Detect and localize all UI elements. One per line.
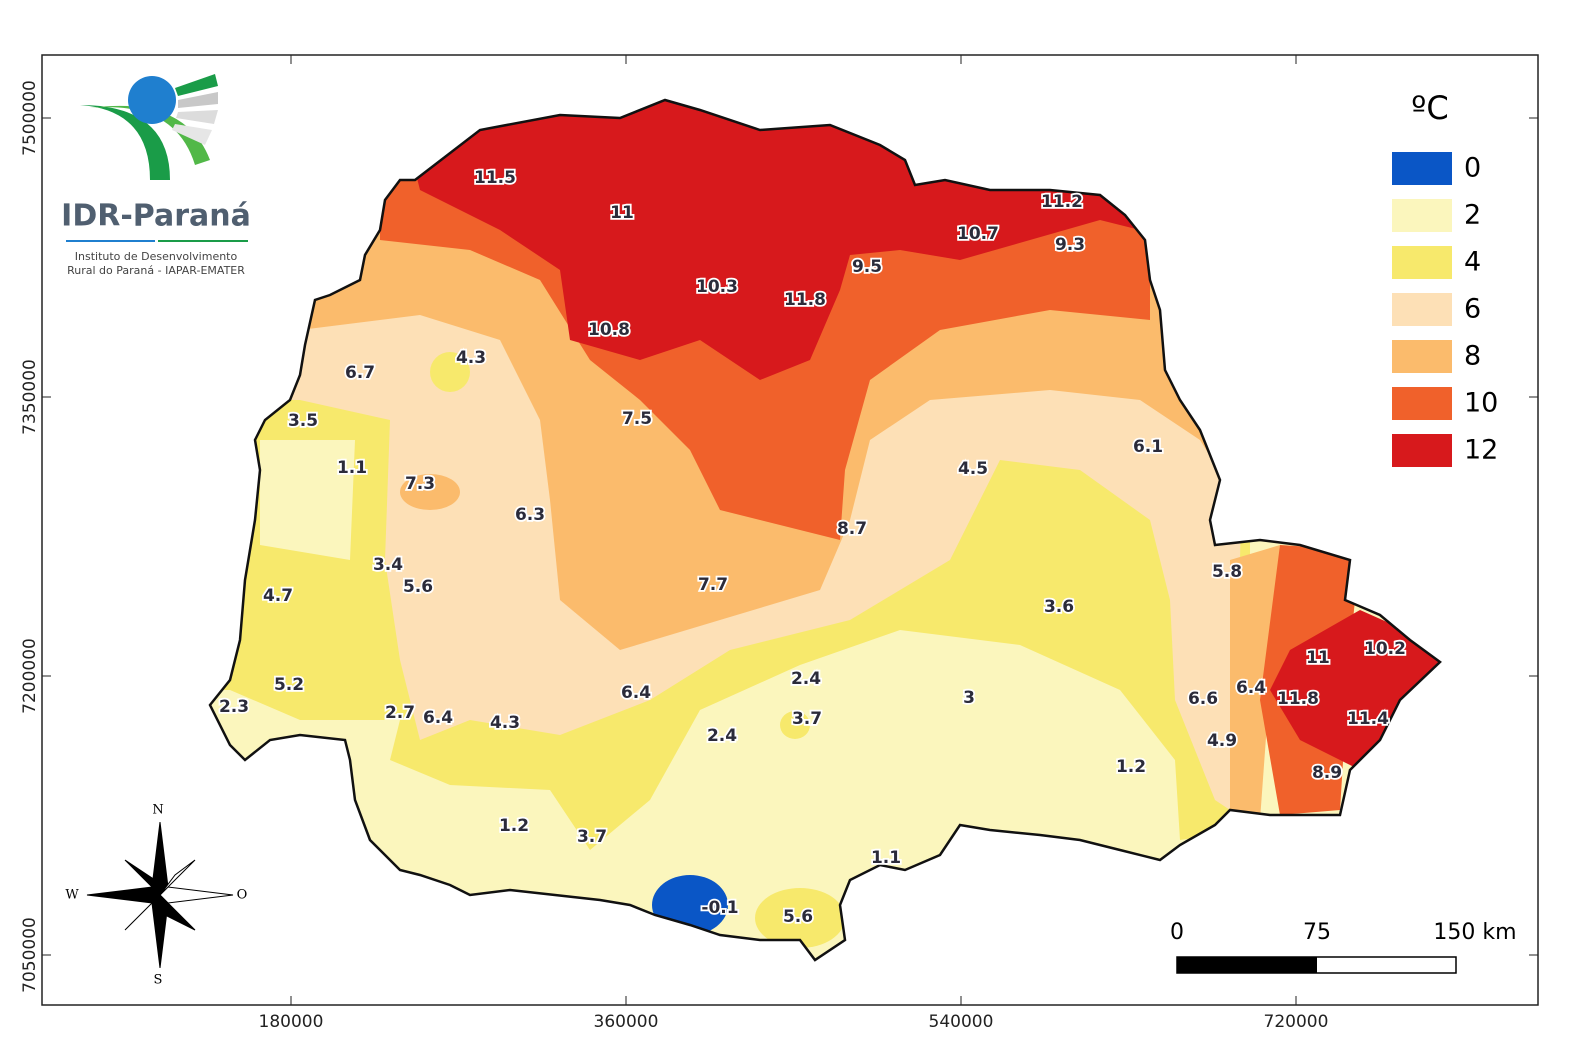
station-value: 6.4 bbox=[423, 708, 453, 728]
legend-swatch bbox=[1392, 387, 1452, 420]
station-value: 3.5 bbox=[288, 411, 318, 431]
legend-swatch bbox=[1392, 246, 1452, 279]
x-tick-label: 720000 bbox=[1264, 1012, 1329, 1032]
legend-label: 2 bbox=[1464, 200, 1481, 231]
station-value: 4.5 bbox=[958, 459, 988, 479]
zone bbox=[430, 352, 470, 392]
station-value: 8.7 bbox=[837, 519, 867, 539]
scale-label: 0 bbox=[1170, 920, 1184, 945]
station-value: 1.1 bbox=[871, 848, 901, 868]
station-value: 11 bbox=[1306, 648, 1330, 668]
logo: IDR-Paraná Instituto de Desenvolvimento … bbox=[61, 74, 251, 277]
station-value: 11.5 bbox=[474, 168, 516, 188]
y-tick-label: 7200000 bbox=[20, 638, 40, 714]
station-value: 6.1 bbox=[1133, 437, 1163, 457]
logo-subtitle: Instituto de Desenvolvimento bbox=[75, 250, 238, 263]
station-value: 1.2 bbox=[1116, 757, 1146, 777]
station-value: 6.4 bbox=[621, 683, 651, 703]
station-value: 6.4 bbox=[1236, 678, 1266, 698]
legend-swatch bbox=[1392, 152, 1452, 185]
y-tick-label: 7500000 bbox=[20, 80, 40, 156]
station-value: 3.7 bbox=[792, 709, 822, 729]
compass-w: W bbox=[65, 888, 79, 903]
scale-label: 150 km bbox=[1433, 920, 1516, 945]
station-value: 3.7 bbox=[577, 827, 607, 847]
station-value: -0.1 bbox=[701, 898, 738, 918]
compass-n: N bbox=[152, 803, 163, 818]
legend-swatch bbox=[1392, 340, 1452, 373]
station-value: 6.6 bbox=[1188, 689, 1218, 709]
station-value: 6.3 bbox=[515, 505, 545, 525]
legend-swatch bbox=[1392, 199, 1452, 232]
station-value: 11 bbox=[610, 203, 634, 223]
station-value: 11.8 bbox=[784, 290, 826, 310]
station-value: 7.5 bbox=[622, 409, 652, 429]
logo-subtitle: Rural do Paraná - IAPAR-EMATER bbox=[67, 264, 245, 277]
station-value: 10.2 bbox=[1364, 639, 1406, 659]
zone bbox=[400, 474, 460, 510]
station-value: 8.9 bbox=[1312, 763, 1342, 783]
x-tick-label: 180000 bbox=[259, 1012, 324, 1032]
legend-label: 0 bbox=[1464, 153, 1481, 184]
temperature-zones bbox=[210, 100, 1440, 960]
station-value: 9.3 bbox=[1055, 235, 1085, 255]
legend-label: 12 bbox=[1464, 435, 1498, 466]
station-value: 3 bbox=[963, 688, 975, 708]
legend-title: ºC bbox=[1411, 89, 1448, 127]
station-value: 3.4 bbox=[373, 555, 403, 575]
station-value: 10.8 bbox=[588, 320, 630, 340]
station-value: 2.4 bbox=[707, 726, 737, 746]
station-value: 4.9 bbox=[1207, 731, 1237, 751]
station-value: 5.8 bbox=[1212, 562, 1242, 582]
station-value: 11.4 bbox=[1347, 709, 1389, 729]
station-value: 7.3 bbox=[405, 474, 435, 494]
station-value: 11.2 bbox=[1041, 192, 1083, 212]
x-tick-label: 360000 bbox=[594, 1012, 659, 1032]
scale-bar: 0 75 150 km bbox=[1170, 920, 1517, 974]
station-value: 3.6 bbox=[1044, 597, 1074, 617]
station-value: 5.6 bbox=[783, 907, 813, 927]
legend-swatch bbox=[1392, 434, 1452, 467]
legend-label: 10 bbox=[1464, 388, 1498, 419]
y-tick-label: 7350000 bbox=[20, 359, 40, 435]
station-value: 2.7 bbox=[385, 703, 415, 723]
station-value: 11.8 bbox=[1277, 689, 1319, 709]
station-value: 2.3 bbox=[219, 697, 249, 717]
station-value: 1.2 bbox=[499, 816, 529, 836]
station-value: 5.6 bbox=[403, 577, 433, 597]
station-value: 5.2 bbox=[274, 675, 304, 695]
zone bbox=[780, 711, 810, 739]
station-value: 4.7 bbox=[263, 586, 293, 606]
legend-label: 8 bbox=[1464, 341, 1481, 372]
legend-label: 4 bbox=[1464, 247, 1481, 278]
state-outline bbox=[208, 98, 1442, 962]
station-value: 9.5 bbox=[852, 257, 882, 277]
y-tick-label: 7050000 bbox=[20, 917, 40, 993]
logo-name: IDR-Paraná bbox=[61, 199, 251, 234]
station-value: 10.3 bbox=[696, 277, 738, 297]
station-value: 4.3 bbox=[490, 713, 520, 733]
zone bbox=[1230, 545, 1280, 820]
compass: N S W O bbox=[65, 803, 247, 988]
zone bbox=[1270, 610, 1440, 770]
compass-s: S bbox=[154, 973, 163, 988]
station-value: 6.7 bbox=[345, 363, 375, 383]
station-value: 7.7 bbox=[698, 575, 728, 595]
zone bbox=[260, 440, 355, 560]
compass-e: O bbox=[237, 888, 248, 903]
station-value: 2.4 bbox=[791, 669, 821, 689]
legend-label: 6 bbox=[1464, 294, 1481, 325]
station-value: 10.7 bbox=[957, 224, 999, 244]
scale-label: 75 bbox=[1303, 920, 1331, 945]
legend-swatch bbox=[1392, 293, 1452, 326]
station-value: 4.3 bbox=[456, 348, 486, 368]
zone bbox=[755, 888, 845, 948]
station-value: 1.1 bbox=[337, 458, 367, 478]
x-tick-label: 540000 bbox=[929, 1012, 994, 1032]
